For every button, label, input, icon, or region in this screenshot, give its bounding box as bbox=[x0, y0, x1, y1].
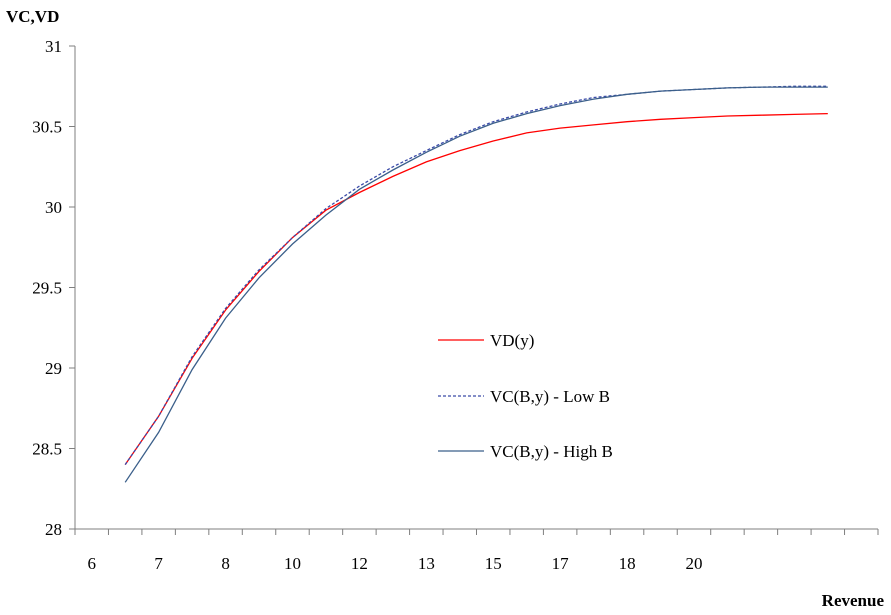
x-tick-label: 7 bbox=[154, 554, 163, 573]
x-tick-label: 8 bbox=[221, 554, 230, 573]
x-tick-label: 17 bbox=[552, 554, 570, 573]
y-tick-label: 28.5 bbox=[32, 440, 62, 459]
series-line-1 bbox=[124, 112, 828, 465]
series-line-3 bbox=[124, 86, 828, 483]
y-axis-label: VC,VD bbox=[6, 7, 59, 26]
x-tick-label: 13 bbox=[418, 554, 435, 573]
y-tick-label: 28 bbox=[45, 520, 62, 539]
x-tick-label: 10 bbox=[284, 554, 301, 573]
x-tick-label: 6 bbox=[87, 554, 96, 573]
series-line-2 bbox=[124, 85, 828, 465]
x-tick-label: 20 bbox=[685, 554, 702, 573]
x-tick-label: 18 bbox=[619, 554, 636, 573]
x-tick-label: 12 bbox=[351, 554, 368, 573]
y-tick-label: 30.5 bbox=[32, 118, 62, 137]
y-tick-label: 29.5 bbox=[32, 279, 62, 298]
legend: VD(y) VC(B,y) - Low B VC(B,y) - High B bbox=[438, 331, 613, 461]
y-tick-label: 30 bbox=[45, 198, 62, 217]
series-layer bbox=[124, 85, 828, 483]
y-tick-label: 31 bbox=[45, 37, 62, 56]
legend-label-3: VC(B,y) - High B bbox=[490, 442, 613, 461]
legend-label-2: VC(B,y) - Low B bbox=[490, 387, 610, 406]
x-tick-label: 15 bbox=[485, 554, 502, 573]
x-axis-label: Revenue bbox=[822, 591, 885, 610]
legend-label-1: VD(y) bbox=[490, 331, 534, 350]
axes: 28 28.5 29 29.5 30 30.5 31 6 7 8 10 12 13 15 17 18 20 bbox=[32, 37, 879, 573]
y-tick-label: 29 bbox=[45, 359, 62, 378]
